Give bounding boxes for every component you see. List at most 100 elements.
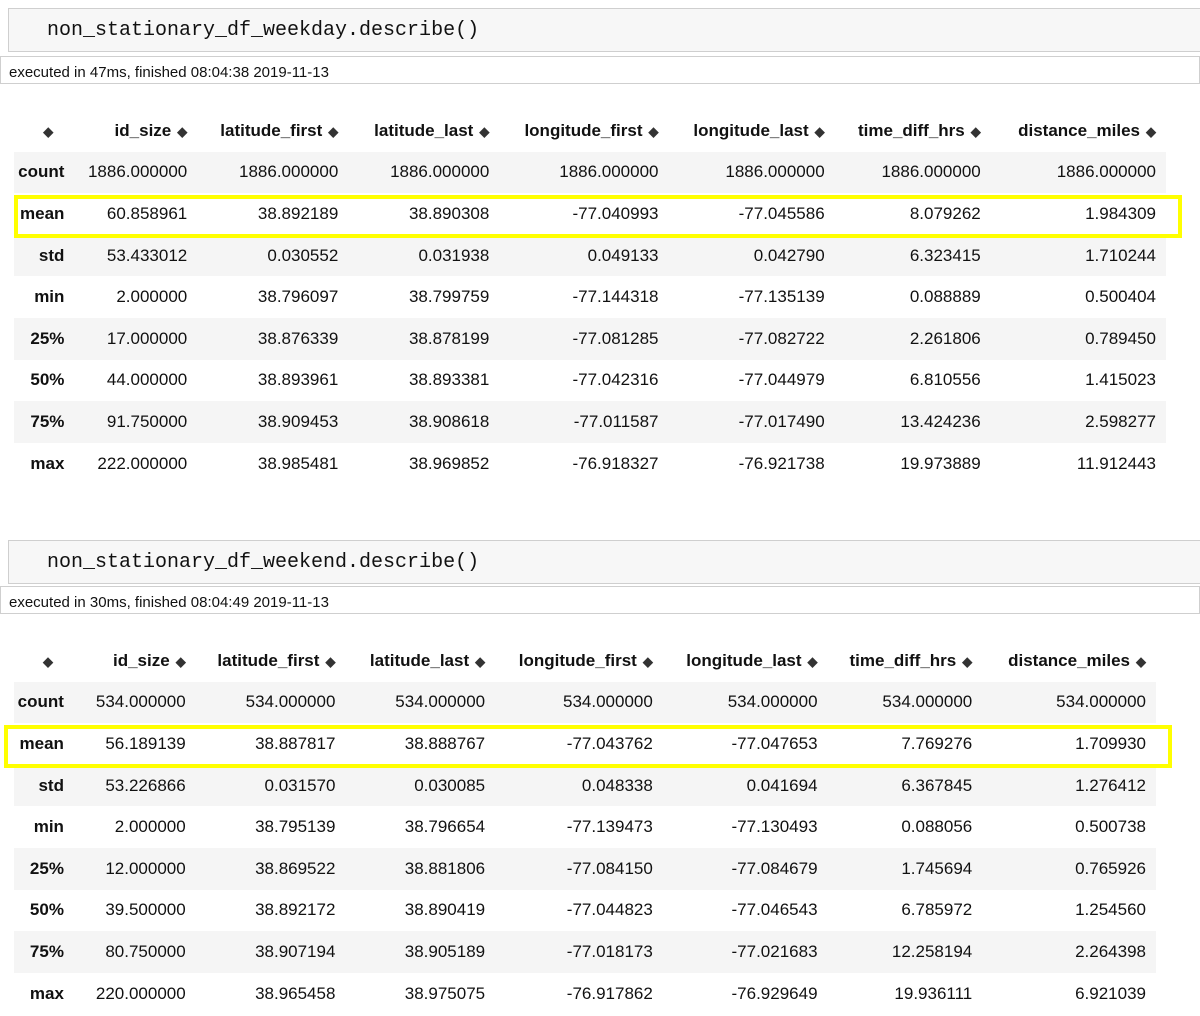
sort-arrows-icon: ◆ xyxy=(177,123,188,139)
table-cell: 0.042790 xyxy=(753,245,825,265)
table-row: 50% 44.000000 38.893961 38.893381 -77.042316… xyxy=(14,360,1166,402)
table-cell: 38.876339 xyxy=(257,328,339,348)
table-cell: 0.031938 xyxy=(418,245,490,265)
row-label: max xyxy=(30,453,65,473)
execution-info: executed in 47ms, finished 08:04:38 2019… xyxy=(0,56,1200,84)
table-cell: 2.000000 xyxy=(114,817,186,837)
table-cell: 12.000000 xyxy=(105,858,186,878)
column-header[interactable]: longitude_first ◆ xyxy=(524,120,659,140)
table-cell: -77.144318 xyxy=(572,287,659,307)
table-cell: 1886.000000 xyxy=(87,162,188,182)
table-cell: -77.044823 xyxy=(566,900,653,920)
row-label: 25% xyxy=(30,328,65,348)
table-cell: -77.011587 xyxy=(573,411,659,431)
row-label: 50% xyxy=(29,900,64,920)
table-cell: -76.917862 xyxy=(566,983,653,1003)
table-cell: 0.031570 xyxy=(264,775,336,795)
column-header[interactable]: distance_miles ◆ xyxy=(1008,650,1146,670)
table-cell: 0.048338 xyxy=(581,775,653,795)
table-cell: 38.893381 xyxy=(408,370,490,390)
table-cell: 0.030085 xyxy=(414,775,486,795)
index-header[interactable]: ◆ xyxy=(14,640,76,682)
table-cell: -77.047653 xyxy=(731,733,818,753)
column-header[interactable]: longitude_first ◆ xyxy=(518,650,653,670)
column-header[interactable]: latitude_last ◆ xyxy=(374,120,490,140)
table-cell: 6.323415 xyxy=(909,245,981,265)
sort-arrows-icon: ◆ xyxy=(479,123,490,139)
table-cell: 534.000000 xyxy=(245,692,336,712)
table-cell: 1886.000000 xyxy=(725,162,825,182)
execution-info: executed in 30ms, finished 08:04:49 2019… xyxy=(0,586,1200,614)
table-cell: 6.367845 xyxy=(901,775,973,795)
table-row: std 53.226866 0.031570 0.030085 0.048338 0.04… xyxy=(14,764,1156,807)
index-header[interactable]: ◆ xyxy=(14,110,76,152)
table-cell: 534.000000 xyxy=(727,692,818,712)
sort-arrows-icon: ◆ xyxy=(42,653,53,669)
table-cell: -77.082722 xyxy=(738,328,825,348)
table-cell: 38.796654 xyxy=(404,817,486,837)
table-cell: 53.226866 xyxy=(105,775,186,795)
table-cell: 0.088056 xyxy=(901,817,973,837)
table-cell: 38.907194 xyxy=(255,941,336,961)
column-header[interactable]: longitude_last ◆ xyxy=(693,120,825,140)
table-cell: 17.000000 xyxy=(106,328,188,348)
table-cell: 44.000000 xyxy=(106,370,188,390)
sort-arrows-icon: ◆ xyxy=(642,653,653,669)
table-cell: 1886.000000 xyxy=(390,162,490,182)
table-cell: -76.921738 xyxy=(738,453,825,473)
code-text: non_stationary_df_weekday.describe() xyxy=(47,19,480,42)
table-cell: 222.000000 xyxy=(97,453,188,473)
column-header[interactable]: id_size ◆ xyxy=(113,650,186,670)
table-cell: -77.044979 xyxy=(738,370,825,390)
column-header[interactable]: distance_miles ◆ xyxy=(1018,120,1156,140)
table-cell: 6.921039 xyxy=(1075,983,1146,1003)
table-cell: 1.254560 xyxy=(1075,900,1146,920)
code-input-cell-weekday[interactable]: non_stationary_df_weekday.describe() xyxy=(8,8,1200,52)
table-cell: 38.796097 xyxy=(257,287,339,307)
table-cell: 12.258194 xyxy=(891,941,973,961)
table-row: mean 56.189139 38.887817 38.888767 -77.04376… xyxy=(14,723,1156,765)
table-cell: 13.424236 xyxy=(900,411,981,431)
code-input-cell-weekend[interactable]: non_stationary_df_weekend.describe() xyxy=(8,540,1200,584)
column-header[interactable]: latitude_first ◆ xyxy=(217,650,336,670)
column-header[interactable]: latitude_first ◆ xyxy=(220,120,339,140)
dataframe-table-weekend: ◆ id_size ◆ latitude_first ◆ latitude_last… xyxy=(14,640,1156,1014)
table-cell: 2.000000 xyxy=(116,287,188,307)
table-cell: 38.975075 xyxy=(404,983,486,1003)
row-label: 75% xyxy=(30,411,65,431)
table-cell: 8.079262 xyxy=(909,203,981,223)
sort-arrows-icon: ◆ xyxy=(1136,653,1146,669)
row-label: std xyxy=(38,775,64,795)
table-cell: -77.130493 xyxy=(731,817,818,837)
table-cell: -77.017490 xyxy=(738,411,825,431)
table-row: 25% 17.000000 38.876339 38.878199 -77.081285… xyxy=(14,317,1166,360)
sort-arrows-icon: ◆ xyxy=(328,123,339,139)
row-label: std xyxy=(38,245,65,265)
column-header[interactable]: id_size ◆ xyxy=(114,120,188,140)
table-row: mean 60.858961 38.892189 38.890308 -77.04099… xyxy=(14,193,1166,235)
table-row: min 2.000000 38.796097 38.799759 -77.144318 -… xyxy=(14,276,1166,318)
table-cell: 38.799759 xyxy=(408,287,490,307)
table-cell: 0.789450 xyxy=(1085,328,1156,348)
table-cell: 7.769276 xyxy=(901,733,973,753)
table-row: count 534.000000 534.000000 534.000000 534.0… xyxy=(14,681,1156,724)
table-row: max 222.000000 38.985481 38.969852 -76.91832… xyxy=(14,443,1166,485)
column-header[interactable]: time_diff_hrs ◆ xyxy=(849,650,973,670)
table-row: 25% 12.000000 38.869522 38.881806 -77.084150… xyxy=(14,847,1156,890)
column-header[interactable]: time_diff_hrs ◆ xyxy=(857,120,981,140)
table-cell: 80.750000 xyxy=(105,941,186,961)
row-label: 25% xyxy=(29,858,64,878)
table-cell: 38.881806 xyxy=(404,858,486,878)
table-cell: 0.041694 xyxy=(746,775,818,795)
table-cell: 1886.000000 xyxy=(1056,162,1156,182)
column-header[interactable]: longitude_last ◆ xyxy=(686,650,818,670)
table-cell: 38.888767 xyxy=(404,733,486,753)
table-cell: 38.795139 xyxy=(255,817,336,837)
table-row: count 1886.000000 1886.000000 1886.000000 18… xyxy=(14,151,1166,194)
column-header[interactable]: latitude_last ◆ xyxy=(369,650,486,670)
table-row: 50% 39.500000 38.892172 38.890419 -77.044823… xyxy=(14,890,1156,932)
table-cell: 38.878199 xyxy=(408,328,490,348)
table-row: max 220.000000 38.965458 38.975075 -76.91786… xyxy=(14,973,1156,1015)
table-cell: 38.890308 xyxy=(408,203,490,223)
table-header-row: ◆ id_size ◆ latitude_first ◆ latitude_last… xyxy=(14,110,1166,152)
